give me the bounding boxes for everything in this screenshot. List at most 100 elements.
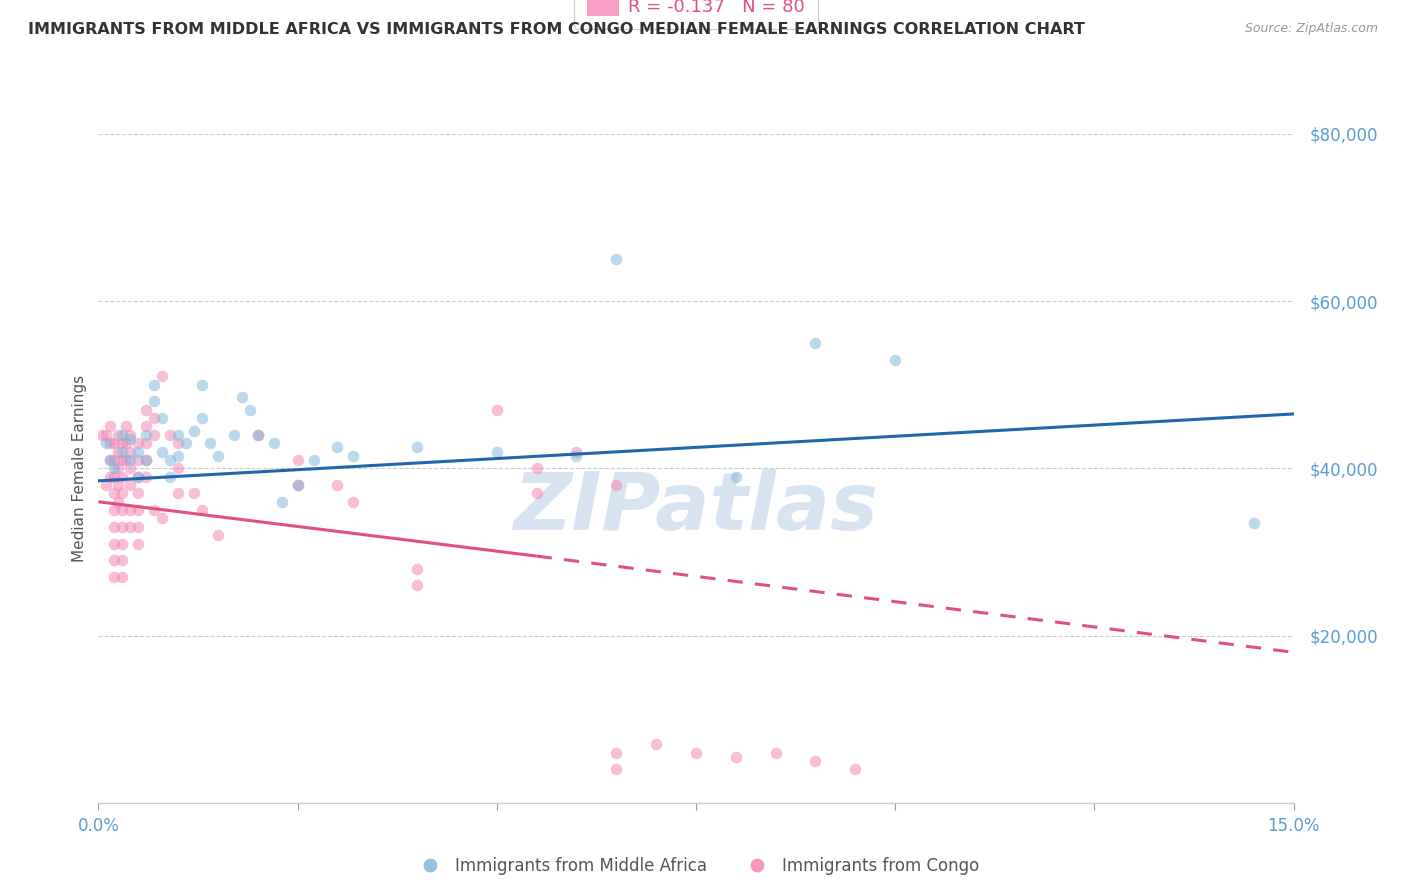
- Point: [246, 428, 269, 442]
- Point: [120, 428, 142, 442]
- Point: [103, 436, 125, 450]
- Point: [143, 503, 166, 517]
- Point: [485, 444, 508, 458]
- Point: [135, 453, 157, 467]
- Point: [120, 503, 142, 517]
- Point: [406, 578, 429, 592]
- Point: [844, 762, 866, 776]
- Point: [103, 570, 125, 584]
- Point: [191, 503, 214, 517]
- Point: [96, 428, 118, 442]
- Y-axis label: Median Female Earnings: Median Female Earnings: [72, 375, 87, 562]
- Text: IMMIGRANTS FROM MIDDLE AFRICA VS IMMIGRANTS FROM CONGO MEDIAN FEMALE EARNINGS CO: IMMIGRANTS FROM MIDDLE AFRICA VS IMMIGRA…: [28, 22, 1085, 37]
- Point: [135, 419, 157, 434]
- Point: [287, 478, 309, 492]
- Point: [91, 428, 114, 442]
- Point: [100, 469, 122, 483]
- Point: [100, 453, 122, 467]
- Point: [111, 553, 134, 567]
- Point: [167, 449, 190, 463]
- Legend: Immigrants from Middle Africa, Immigrants from Congo: Immigrants from Middle Africa, Immigrant…: [406, 850, 986, 881]
- Point: [804, 335, 827, 350]
- Point: [159, 453, 181, 467]
- Point: [103, 486, 125, 500]
- Point: [127, 536, 149, 550]
- Point: [167, 461, 190, 475]
- Point: [111, 520, 134, 534]
- Point: [167, 428, 190, 442]
- Point: [127, 469, 149, 483]
- Point: [207, 449, 229, 463]
- Point: [135, 402, 157, 417]
- Point: [207, 528, 229, 542]
- Point: [135, 436, 157, 450]
- Point: [96, 478, 118, 492]
- Point: [127, 469, 149, 483]
- Point: [107, 428, 129, 442]
- Point: [263, 436, 285, 450]
- Point: [222, 428, 245, 442]
- Point: [150, 369, 173, 384]
- Point: [183, 424, 205, 438]
- Point: [111, 453, 134, 467]
- Point: [143, 377, 166, 392]
- Point: [605, 762, 627, 776]
- Text: ZIPatlas: ZIPatlas: [513, 469, 879, 548]
- Point: [135, 428, 157, 442]
- Point: [120, 520, 142, 534]
- Point: [143, 428, 166, 442]
- Point: [231, 390, 253, 404]
- Point: [100, 419, 122, 434]
- Point: [143, 411, 166, 425]
- Point: [804, 754, 827, 768]
- Point: [111, 436, 134, 450]
- Point: [103, 469, 125, 483]
- Point: [100, 453, 122, 467]
- Point: [103, 553, 125, 567]
- Point: [159, 469, 181, 483]
- Point: [159, 428, 181, 442]
- Point: [115, 419, 138, 434]
- Point: [246, 428, 269, 442]
- Point: [191, 411, 214, 425]
- Point: [111, 428, 134, 442]
- Point: [645, 737, 668, 751]
- Point: [167, 486, 190, 500]
- Point: [127, 486, 149, 500]
- Point: [103, 520, 125, 534]
- Point: [270, 494, 292, 508]
- Point: [485, 402, 508, 417]
- Point: [287, 478, 309, 492]
- Point: [107, 444, 129, 458]
- Point: [111, 503, 134, 517]
- Point: [183, 486, 205, 500]
- Text: Source: ZipAtlas.com: Source: ZipAtlas.com: [1244, 22, 1378, 36]
- Point: [103, 453, 125, 467]
- Point: [884, 352, 907, 367]
- Point: [107, 478, 129, 492]
- Point: [1243, 516, 1265, 530]
- Point: [115, 453, 138, 467]
- Point: [326, 441, 349, 455]
- Point: [765, 746, 787, 760]
- Point: [302, 453, 325, 467]
- Point: [174, 436, 197, 450]
- Point: [724, 749, 747, 764]
- Point: [127, 453, 149, 467]
- Point: [127, 503, 149, 517]
- Point: [239, 402, 262, 417]
- Point: [135, 469, 157, 483]
- Point: [111, 486, 134, 500]
- Point: [406, 441, 429, 455]
- Point: [103, 536, 125, 550]
- Point: [724, 469, 747, 483]
- Point: [191, 377, 214, 392]
- Point: [120, 461, 142, 475]
- Point: [565, 444, 588, 458]
- Point: [605, 478, 627, 492]
- Point: [143, 394, 166, 409]
- Point: [127, 444, 149, 458]
- Point: [120, 478, 142, 492]
- Point: [198, 436, 221, 450]
- Point: [167, 436, 190, 450]
